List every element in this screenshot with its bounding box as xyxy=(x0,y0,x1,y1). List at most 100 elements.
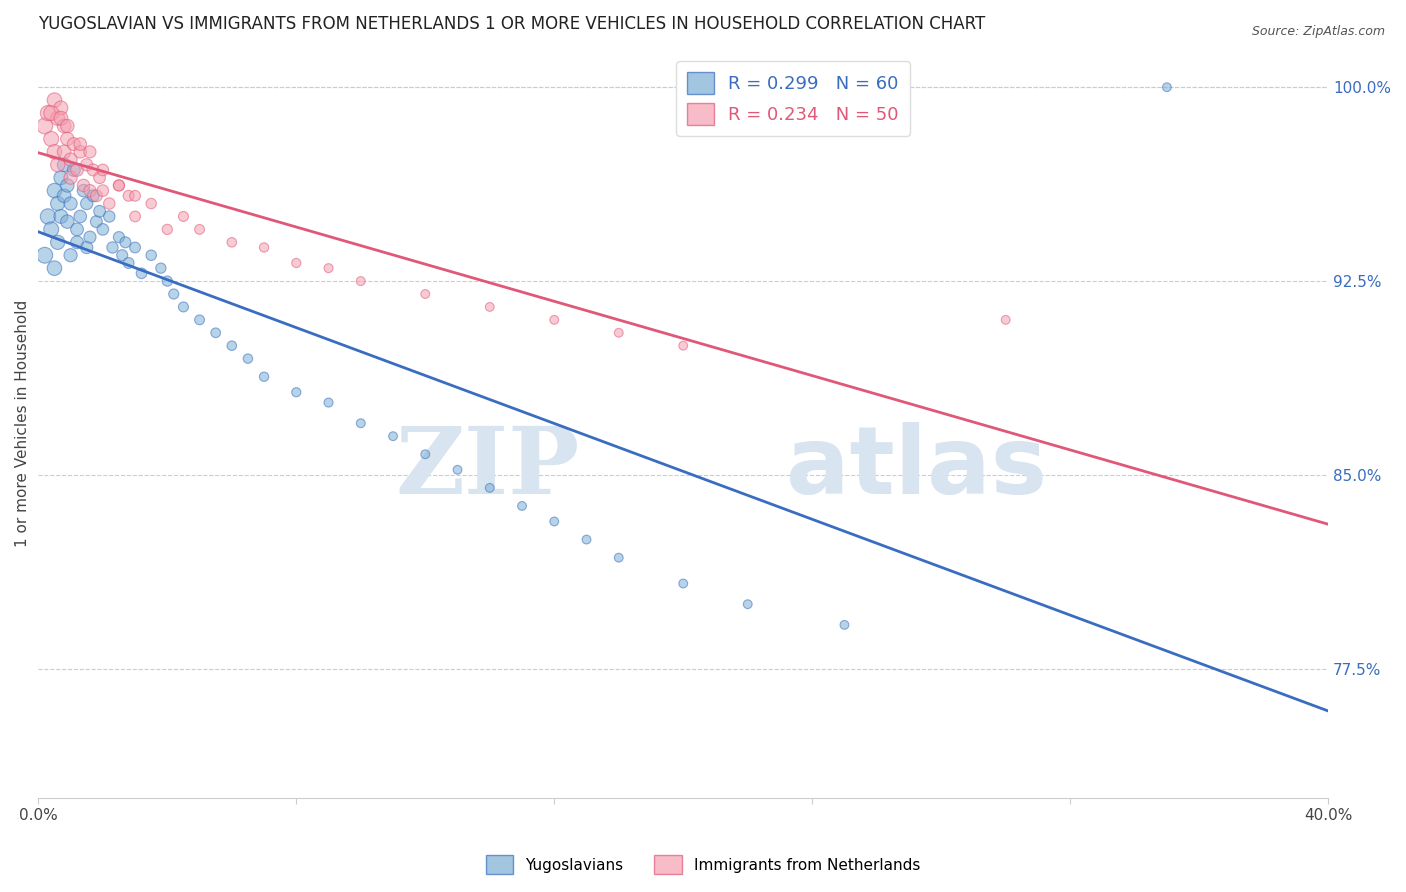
Point xyxy=(44,93,66,107)
Point xyxy=(49,112,72,126)
Point xyxy=(510,499,533,513)
Point xyxy=(382,429,405,443)
Point xyxy=(46,235,69,250)
Point xyxy=(39,132,62,146)
Point xyxy=(39,106,62,120)
Point xyxy=(350,274,373,288)
Point xyxy=(124,240,146,254)
Point xyxy=(318,395,340,409)
Point xyxy=(53,188,76,202)
Y-axis label: 1 or more Vehicles in Household: 1 or more Vehicles in Household xyxy=(15,300,30,547)
Point xyxy=(69,145,91,159)
Point xyxy=(124,188,146,202)
Point xyxy=(413,447,436,461)
Point xyxy=(575,533,598,547)
Point xyxy=(204,326,226,340)
Legend: Yugoslavians, Immigrants from Netherlands: Yugoslavians, Immigrants from Netherland… xyxy=(479,849,927,880)
Point xyxy=(108,178,131,193)
Point xyxy=(172,300,194,314)
Point xyxy=(66,163,89,178)
Point xyxy=(91,184,114,198)
Point xyxy=(76,196,98,211)
Point xyxy=(672,576,695,591)
Point xyxy=(34,119,56,133)
Point xyxy=(236,351,259,366)
Point xyxy=(221,339,243,353)
Point xyxy=(98,196,121,211)
Point xyxy=(446,463,468,477)
Point xyxy=(108,230,131,244)
Point xyxy=(124,210,146,224)
Point xyxy=(91,163,114,178)
Point xyxy=(59,248,82,262)
Point xyxy=(89,170,111,185)
Point xyxy=(59,196,82,211)
Point xyxy=(117,188,139,202)
Point xyxy=(56,119,79,133)
Point xyxy=(56,132,79,146)
Point xyxy=(156,274,179,288)
Point xyxy=(62,163,84,178)
Point xyxy=(82,163,104,178)
Text: YUGOSLAVIAN VS IMMIGRANTS FROM NETHERLANDS 1 OR MORE VEHICLES IN HOUSEHOLD CORRE: YUGOSLAVIAN VS IMMIGRANTS FROM NETHERLAN… xyxy=(38,15,986,33)
Point xyxy=(46,158,69,172)
Text: Source: ZipAtlas.com: Source: ZipAtlas.com xyxy=(1251,25,1385,38)
Point xyxy=(69,210,91,224)
Point xyxy=(111,248,134,262)
Point xyxy=(285,385,308,400)
Point xyxy=(76,240,98,254)
Point xyxy=(253,240,276,254)
Point xyxy=(149,261,172,276)
Point xyxy=(221,235,243,250)
Point xyxy=(607,326,630,340)
Point xyxy=(44,184,66,198)
Point xyxy=(108,178,131,193)
Point xyxy=(56,178,79,193)
Point xyxy=(59,153,82,167)
Point xyxy=(76,158,98,172)
Point xyxy=(672,339,695,353)
Point xyxy=(72,184,94,198)
Point xyxy=(34,248,56,262)
Point xyxy=(66,235,89,250)
Point xyxy=(39,222,62,236)
Point xyxy=(350,416,373,430)
Point xyxy=(44,261,66,276)
Point xyxy=(101,240,124,254)
Point xyxy=(82,188,104,202)
Legend: R = 0.299   N = 60, R = 0.234   N = 50: R = 0.299 N = 60, R = 0.234 N = 50 xyxy=(676,62,910,136)
Point xyxy=(834,618,856,632)
Point xyxy=(79,230,101,244)
Point xyxy=(86,214,108,228)
Point xyxy=(37,210,59,224)
Point xyxy=(59,170,82,185)
Point xyxy=(79,184,101,198)
Point xyxy=(1156,80,1178,95)
Point xyxy=(994,313,1017,327)
Point xyxy=(66,222,89,236)
Point xyxy=(543,515,565,529)
Point xyxy=(141,248,163,262)
Point xyxy=(56,214,79,228)
Point xyxy=(53,158,76,172)
Point xyxy=(49,210,72,224)
Point xyxy=(156,222,179,236)
Point xyxy=(543,313,565,327)
Point xyxy=(53,145,76,159)
Point xyxy=(285,256,308,270)
Point xyxy=(79,145,101,159)
Text: atlas: atlas xyxy=(786,422,1047,514)
Point xyxy=(253,369,276,384)
Point xyxy=(86,188,108,202)
Point xyxy=(172,210,194,224)
Point xyxy=(53,119,76,133)
Point xyxy=(188,313,211,327)
Point xyxy=(163,287,186,301)
Point xyxy=(44,145,66,159)
Point xyxy=(91,222,114,236)
Point xyxy=(37,106,59,120)
Point xyxy=(49,170,72,185)
Point xyxy=(98,210,121,224)
Point xyxy=(69,137,91,152)
Point xyxy=(114,235,136,250)
